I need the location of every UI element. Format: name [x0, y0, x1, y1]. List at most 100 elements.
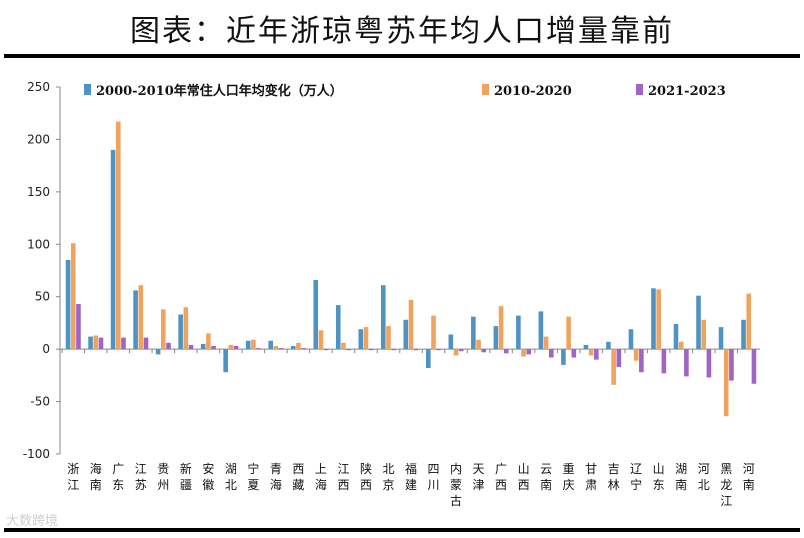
- bar-1: [628, 329, 634, 350]
- bar-3: [121, 337, 126, 350]
- bar-2: [633, 349, 639, 361]
- bar-1: [200, 343, 206, 350]
- bar-3: [413, 349, 419, 351]
- bar-3: [323, 349, 329, 351]
- legend-label: 2000-2010年常住人口年均变化（万人）: [96, 83, 343, 99]
- bar-3: [594, 349, 599, 360]
- bar-2: [341, 342, 346, 350]
- top-rule: [4, 54, 800, 58]
- x-tick-label: 重庆: [563, 462, 575, 492]
- bar-3: [188, 344, 194, 350]
- bar-1: [403, 319, 409, 350]
- bar-1: [516, 315, 521, 350]
- bottom-rule: [4, 528, 800, 532]
- bar-3: [346, 349, 351, 351]
- x-tick-label: 湖南: [675, 461, 687, 492]
- bar-1: [448, 334, 454, 350]
- bar-2: [115, 121, 121, 350]
- x-tick-label: 四川: [428, 462, 440, 492]
- bar-2: [588, 349, 594, 356]
- bar-3: [481, 349, 487, 353]
- x-tick-label: 黑龙江: [720, 462, 732, 508]
- x-tick-label: 辽宁: [630, 462, 642, 492]
- y-tick-label: 200: [27, 132, 50, 146]
- bar-1: [673, 323, 679, 350]
- bar-2: [206, 333, 211, 350]
- bar-2: [476, 339, 481, 350]
- bar-1: [65, 260, 71, 350]
- bar-2: [746, 293, 752, 350]
- bar-1: [426, 349, 431, 369]
- bar-1: [178, 314, 183, 350]
- x-tick-label: 青海: [270, 462, 282, 492]
- bar-3: [76, 304, 81, 350]
- bar-3: [143, 337, 149, 350]
- y-tick-label: -100: [23, 447, 50, 461]
- x-tick-label: 内蒙古: [450, 462, 462, 508]
- bar-1: [268, 340, 274, 350]
- x-tick-label: 河南: [743, 462, 755, 492]
- x-tick-label: 新疆: [180, 461, 192, 492]
- bar-3: [98, 337, 104, 350]
- page-title: 图表：近年浙琼粤苏年均人口增量靠前: [130, 14, 674, 49]
- bar-1: [223, 349, 228, 373]
- y-tick-label: 0: [42, 342, 50, 356]
- x-tick-label: 安徽: [202, 461, 214, 492]
- bar-2: [566, 316, 571, 350]
- bar-3: [706, 349, 712, 378]
- legend-swatch: [636, 84, 643, 95]
- bar-1: [313, 279, 319, 350]
- bar-3: [278, 348, 284, 350]
- bar-1: [110, 149, 116, 350]
- bar-1: [290, 345, 296, 350]
- bar-3: [233, 345, 239, 350]
- bar-1: [718, 327, 724, 350]
- watermark: 大数跨境: [6, 514, 59, 529]
- legend-swatch: [84, 84, 91, 95]
- bar-1: [358, 329, 364, 350]
- x-tick-label: 陕西: [360, 461, 372, 492]
- bar-2: [611, 349, 616, 385]
- bar-2: [678, 341, 684, 350]
- x-tick-label: 广西: [495, 462, 507, 492]
- x-tick-label: 吉林: [608, 462, 620, 492]
- bar-1: [245, 340, 251, 350]
- bar-3: [729, 349, 734, 381]
- y-tick-label: 150: [27, 185, 50, 199]
- x-tick-label: 西藏: [292, 462, 304, 492]
- bar-3: [256, 348, 261, 350]
- x-tick-label: 湖北: [225, 461, 237, 492]
- bar-3: [166, 342, 171, 350]
- bar-1: [471, 316, 476, 350]
- bar-3: [571, 349, 577, 358]
- bar-2: [453, 349, 459, 356]
- bar-1: [538, 311, 544, 350]
- bar-1: [335, 305, 341, 350]
- bar-2: [138, 285, 144, 350]
- bar-3: [661, 349, 667, 374]
- bar-2: [251, 339, 256, 350]
- bar-1: [606, 341, 611, 350]
- bar-2: [498, 306, 504, 350]
- bar-2: [318, 330, 324, 350]
- bar-3: [639, 349, 644, 373]
- bar-2: [161, 309, 166, 350]
- bar-2: [723, 349, 729, 417]
- bar-1: [696, 295, 701, 350]
- bar-1: [155, 349, 161, 355]
- y-tick-label: 50: [35, 290, 50, 304]
- bar-3: [368, 349, 374, 351]
- bar-2: [93, 335, 99, 350]
- bar-2: [431, 315, 436, 350]
- bar-2: [273, 345, 279, 350]
- bar-1: [380, 285, 386, 350]
- x-tick-label: 浙江: [67, 462, 79, 492]
- bar-3: [684, 349, 689, 377]
- bar-2: [543, 336, 549, 350]
- legend-label: 2021-2023: [648, 84, 726, 99]
- x-tick-label: 甘肃: [585, 462, 597, 492]
- x-tick-label: 福建: [405, 461, 417, 492]
- x-tick-label: 贵州: [157, 462, 169, 492]
- bar-3: [436, 349, 442, 351]
